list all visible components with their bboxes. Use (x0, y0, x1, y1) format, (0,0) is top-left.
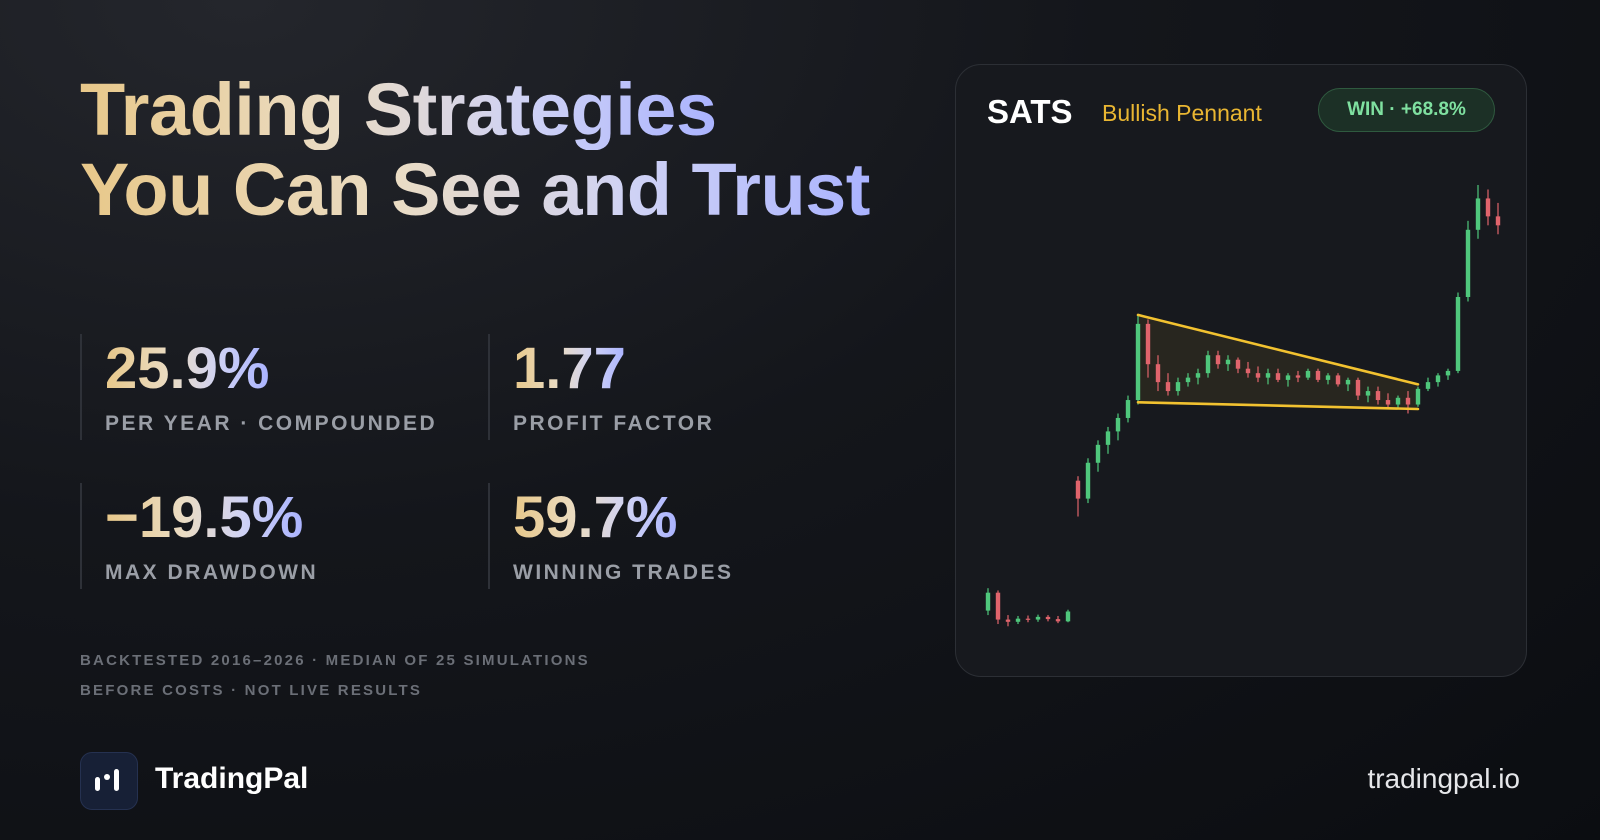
stat-label: WINNING TRADES (513, 561, 734, 584)
candle-body (1395, 397, 1401, 405)
candle-body (1085, 462, 1091, 499)
candle-body (1385, 400, 1391, 405)
candle-body (1245, 368, 1251, 374)
candle-body (1265, 373, 1271, 378)
candle-body (1045, 616, 1051, 620)
candle-body (1115, 417, 1121, 432)
brand-url: tradingpal.io (1367, 763, 1520, 794)
candle-body (1365, 391, 1371, 396)
candle-body (1005, 619, 1011, 622)
candle-body (1065, 611, 1071, 622)
candle-body (1235, 359, 1241, 369)
logo-icon (95, 769, 119, 791)
brand-name: TradingPal (155, 762, 309, 795)
stat-label: PER YEAR · COMPOUNDED (105, 412, 438, 435)
candle-body (1175, 382, 1181, 392)
candle-body (1025, 618, 1031, 620)
stat: 25.9% PER YEAR · COMPOUNDED (80, 334, 437, 440)
candle-body (1355, 379, 1361, 396)
stat-value: 59.7% (513, 485, 678, 550)
stat-label: MAX DRAWDOWN (105, 561, 319, 584)
disclaimer: BACKTESTED 2016–2026 · MEDIAN OF 25 SIMU… (80, 652, 590, 669)
candle-body (1255, 373, 1261, 378)
candle-body (1155, 364, 1161, 383)
candle-body (1145, 323, 1151, 365)
stat-value: 1.77 (513, 336, 626, 401)
stat-value: −19.5% (105, 485, 304, 550)
candle-body (1285, 375, 1291, 380)
candle-body (1435, 375, 1441, 383)
candle-body (1475, 198, 1481, 230)
candle-body (1055, 619, 1061, 622)
candle-body (1455, 297, 1461, 371)
chart-card: SATS Bullish Pennant WIN · +68.8% (955, 64, 1527, 677)
pattern-line (1136, 313, 1420, 386)
candle-body (1185, 377, 1191, 383)
headline-line: Trading Strategies (80, 68, 717, 151)
candle-body (1315, 370, 1321, 380)
pattern-name: Bullish Pennant (1102, 100, 1262, 126)
candle-body (1195, 373, 1201, 378)
candle-body (995, 592, 1001, 620)
candle-body (1275, 373, 1281, 380)
candle-body (1295, 375, 1301, 378)
candle-body (1205, 355, 1211, 374)
headline-line: You Can See and Trust (80, 148, 870, 231)
candle-body (1335, 375, 1341, 385)
candlestick-chart (985, 185, 1501, 627)
candle-body (1165, 382, 1171, 392)
candle-body (1105, 431, 1111, 445)
result-badge: WIN · +68.8% (1318, 88, 1495, 132)
candle-body (1445, 370, 1451, 376)
candle-body (985, 592, 991, 611)
candle-body (1015, 618, 1021, 622)
candle-body (1325, 375, 1331, 380)
candle-body (1465, 229, 1471, 297)
candle-body (1495, 216, 1501, 226)
stat: −19.5% MAX DRAWDOWN (80, 483, 318, 589)
candle-body (1305, 370, 1311, 378)
stat: 1.77 PROFIT FACTOR (488, 334, 714, 440)
disclaimer: BEFORE COSTS · NOT LIVE RESULTS (80, 682, 423, 699)
stat: 59.7% WINNING TRADES (488, 483, 734, 589)
candle-body (1415, 388, 1421, 405)
stat-value: 25.9% (105, 336, 270, 401)
candle-body (1035, 616, 1041, 620)
ticker: SATS (987, 93, 1073, 130)
candle-body (1215, 355, 1221, 365)
candle-body (1375, 391, 1381, 401)
candle-body (1075, 480, 1081, 499)
candle-body (1425, 382, 1431, 389)
candle-body (1485, 198, 1491, 217)
candle-body (1125, 400, 1131, 418)
candle-body (1095, 444, 1101, 463)
logo (80, 752, 138, 810)
candle-body (1345, 379, 1351, 385)
pattern-line (1136, 400, 1420, 411)
candle-body (1225, 359, 1231, 365)
candle-body (1135, 323, 1141, 401)
stat-label: PROFIT FACTOR (513, 412, 715, 435)
headline: Trading Strategies You Can See and Trust (80, 70, 870, 230)
candle-body (1405, 397, 1411, 405)
